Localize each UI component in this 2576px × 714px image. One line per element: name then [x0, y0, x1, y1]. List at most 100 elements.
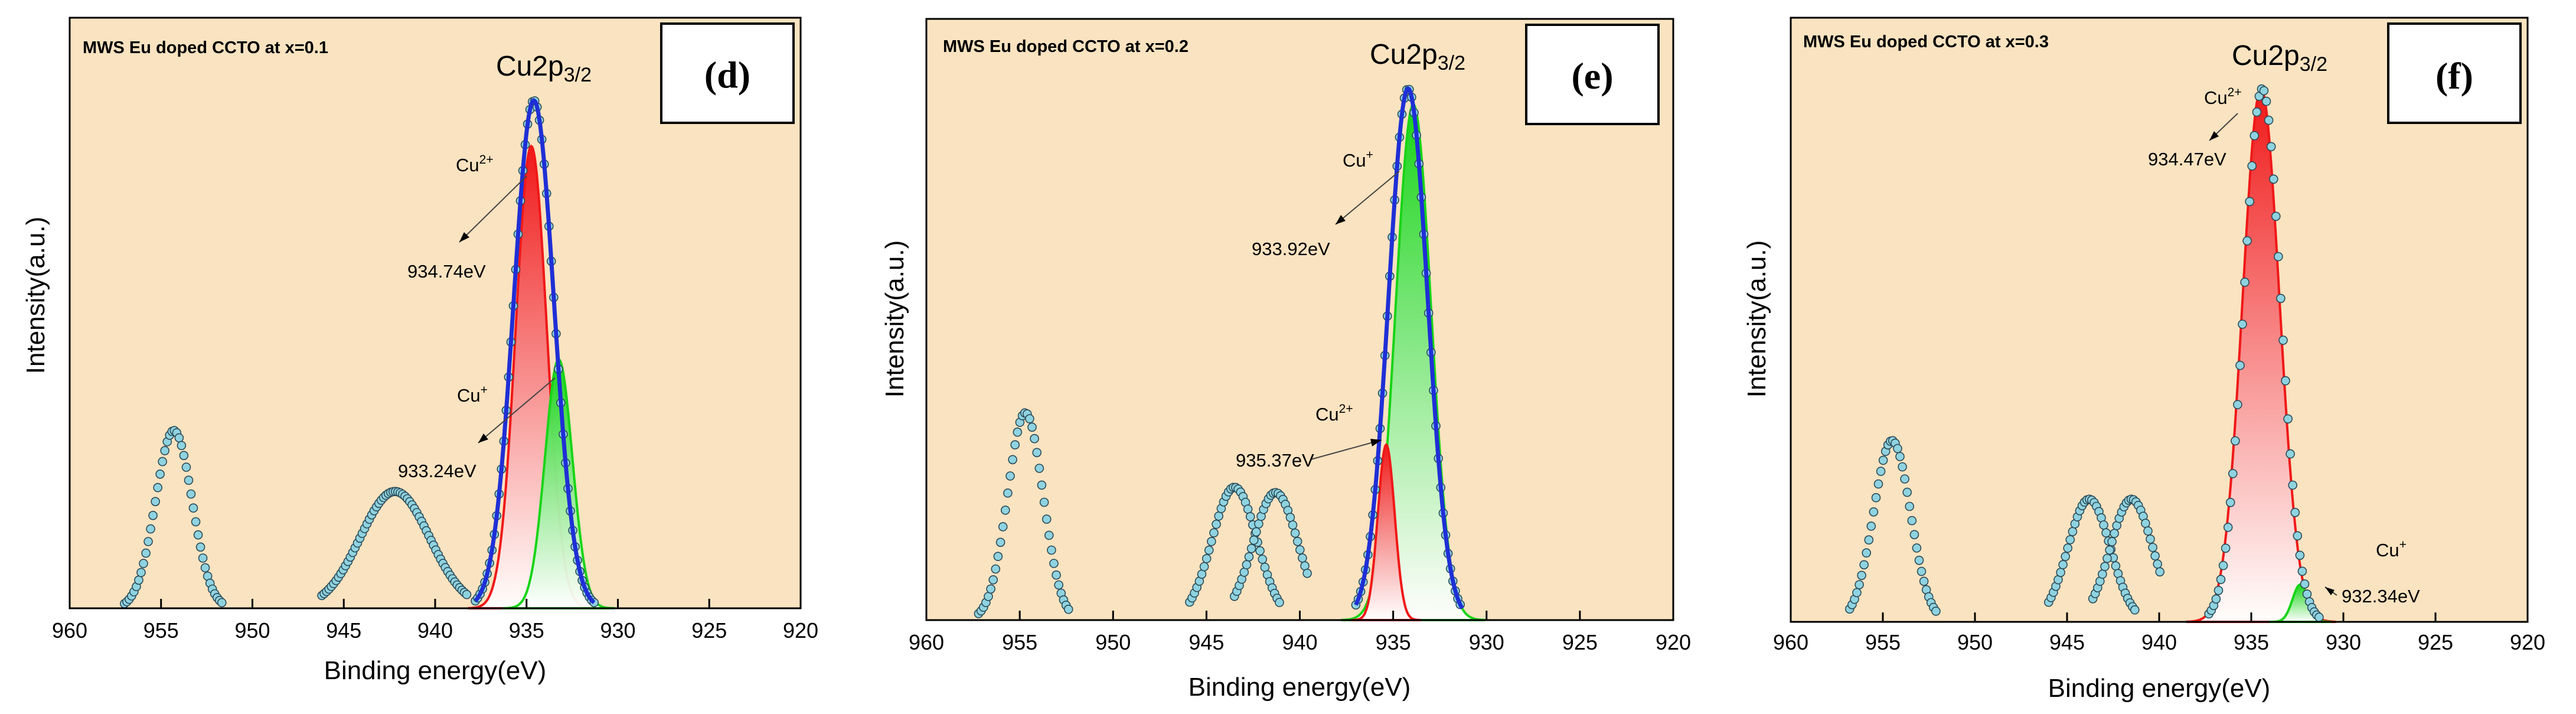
data-point	[1244, 552, 1254, 562]
x-tick-label: 960	[1773, 630, 1808, 654]
data-point	[1239, 568, 1249, 577]
data-point	[1292, 536, 1302, 546]
data-point	[2302, 589, 2312, 599]
x-tick-label: 945	[326, 618, 361, 643]
data-point	[1902, 487, 1912, 497]
data-point	[1285, 513, 1295, 522]
envelope-fit-line	[1354, 86, 1464, 609]
data-point	[2276, 294, 2286, 304]
data-point	[462, 589, 472, 599]
data-point	[2107, 537, 2117, 547]
chart-panel-d: 960 955 950 945 940 935 930 925 920 MWS Eu doped…	[21, 17, 818, 685]
x-tick-label: 950	[234, 618, 270, 643]
data-point	[2150, 551, 2160, 561]
data-point	[2290, 507, 2300, 517]
annotation-label: Cu2+	[2204, 86, 2242, 108]
data-point	[2269, 174, 2278, 184]
data-point	[181, 462, 191, 472]
data-point	[2058, 560, 2068, 569]
chart-title: MWS Eu doped CCTO at x=0.1	[83, 38, 328, 57]
data-point	[1895, 452, 1905, 461]
data-point	[200, 563, 210, 573]
annotation-arrow	[459, 175, 527, 243]
data-point	[2223, 523, 2233, 532]
fit-curves	[474, 97, 596, 605]
annotation-cuplus: Cu+ 933.24eV	[398, 377, 556, 481]
data-point	[993, 552, 1003, 562]
annotation-cu2plus: Cu2+ 934.74eV	[407, 153, 527, 282]
data-point	[2211, 594, 2221, 604]
data-point	[1931, 607, 1941, 616]
data-point	[155, 469, 165, 479]
data-point	[1209, 528, 1219, 538]
data-point	[1013, 427, 1023, 437]
data-point	[1049, 559, 1059, 568]
panel-label: (e)	[1571, 55, 1613, 97]
data-point	[2233, 400, 2242, 409]
data-point	[136, 568, 146, 578]
data-point	[2264, 115, 2274, 125]
data-point	[1907, 516, 1917, 526]
data-point	[1052, 570, 1061, 580]
x-axis-label: Binding energy(eV)	[2048, 674, 2271, 703]
data-point	[179, 451, 189, 461]
data-point	[153, 482, 163, 493]
data-point	[2130, 605, 2140, 615]
x-tick-label: 935	[2234, 630, 2269, 654]
data-point	[1864, 535, 1874, 545]
data-point	[141, 548, 151, 558]
annotation-cu2plus: Cu2+ 934.47eV	[2148, 86, 2242, 169]
data-point	[1905, 501, 1914, 511]
x-tick-label: 960	[909, 630, 944, 654]
data-point	[1914, 555, 1924, 565]
data-point	[1001, 506, 1010, 515]
data-point	[139, 559, 148, 568]
data-point	[1254, 519, 1263, 529]
panel-label-box	[660, 22, 795, 124]
data-point	[2238, 319, 2247, 329]
data-point	[2281, 376, 2290, 386]
data-point	[1852, 588, 1862, 598]
peak-title: Cu2p3/2	[496, 51, 592, 86]
data-point	[2100, 562, 2110, 572]
data-point	[1202, 554, 1212, 563]
x-ticks: 960 955 950 945 940 935 930 925 920	[52, 599, 818, 643]
data-point	[198, 553, 208, 563]
data-point	[1893, 444, 1902, 454]
data-point	[1245, 512, 1255, 521]
x-ticks: 960 955 950 945 940 935 930 925 920	[909, 611, 1691, 654]
data-point	[1862, 548, 1871, 558]
data-point	[2288, 480, 2297, 490]
data-point	[1047, 545, 1056, 555]
component-peak-cu2	[1351, 442, 1422, 621]
data-point	[1207, 537, 1216, 546]
arrow-head	[478, 433, 488, 443]
envelope-fit-line	[474, 97, 596, 605]
annotation-value: 933.92eV	[1252, 239, 1330, 259]
arrow-head	[1370, 439, 1382, 446]
annotation-value: 934.74eV	[407, 261, 486, 282]
x-tick-label: 920	[783, 618, 818, 643]
data-point	[2314, 612, 2324, 622]
x-tick-label: 940	[417, 618, 453, 643]
data-point	[2225, 497, 2235, 507]
data-point	[2061, 552, 2070, 562]
data-point	[1204, 545, 1214, 555]
annotation-arrow	[1335, 171, 1400, 225]
annotation-cuplus: Cu+ 933.92eV	[1252, 148, 1400, 259]
data-point	[1008, 455, 1017, 465]
annotation-value: 932.34eV	[2342, 586, 2420, 607]
data-point	[184, 475, 194, 485]
data-point	[1044, 530, 1054, 540]
data-point	[1288, 520, 1298, 530]
data-point	[2101, 528, 2111, 538]
data-point	[177, 441, 187, 451]
arrow-head	[2325, 587, 2335, 595]
annotation-label: Cu+	[457, 383, 488, 406]
panel-label: (f)	[2435, 55, 2473, 97]
data-point	[2293, 531, 2303, 541]
data-point	[1295, 545, 1305, 555]
x-tick-label: 925	[1562, 630, 1598, 654]
x-tick-label: 950	[1957, 630, 1993, 654]
